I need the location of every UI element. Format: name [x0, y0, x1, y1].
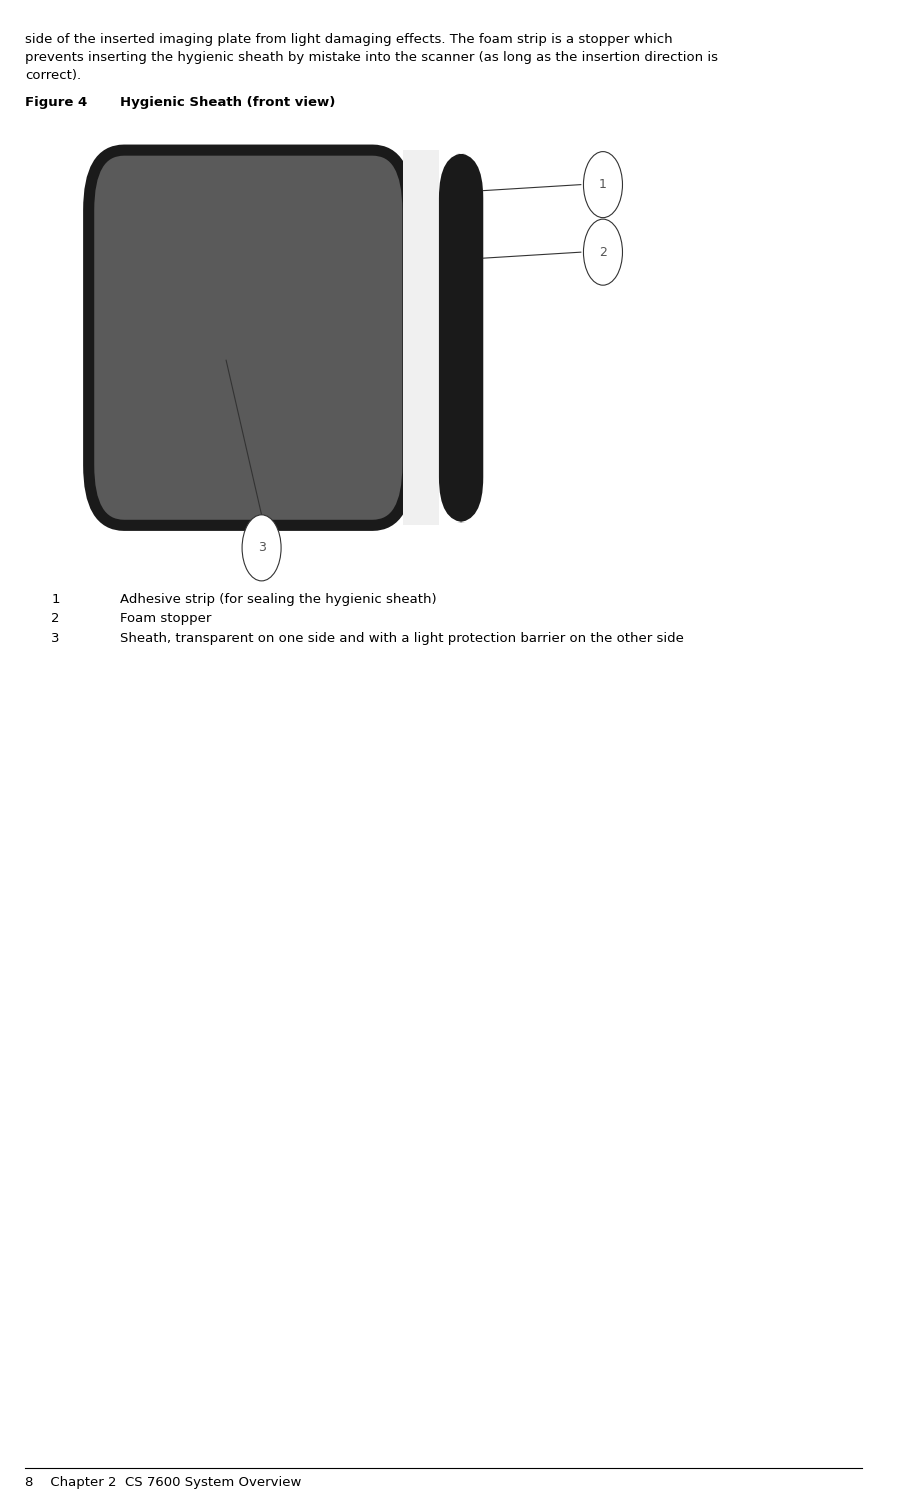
Bar — [404, 150, 439, 525]
Text: prevents inserting the hygienic sheath by mistake into the scanner (as long as t: prevents inserting the hygienic sheath b… — [25, 51, 718, 65]
Circle shape — [584, 219, 623, 285]
Text: 3: 3 — [51, 632, 60, 645]
Text: correct).: correct). — [25, 69, 81, 83]
Text: 2: 2 — [51, 612, 60, 626]
Text: Hygienic Sheath (front view): Hygienic Sheath (front view) — [120, 96, 335, 110]
Text: Figure 4: Figure 4 — [25, 96, 87, 110]
Text: Foam stopper: Foam stopper — [120, 612, 211, 626]
Circle shape — [242, 515, 281, 581]
Text: Sheath, transparent on one side and with a light protection barrier on the other: Sheath, transparent on one side and with… — [120, 632, 684, 645]
Text: 2: 2 — [599, 246, 607, 258]
Text: Adhesive strip (for sealing the hygienic sheath): Adhesive strip (for sealing the hygienic… — [120, 593, 436, 606]
Text: 8    Chapter 2  CS 7600 System Overview: 8 Chapter 2 CS 7600 System Overview — [25, 1475, 301, 1489]
Text: 1: 1 — [599, 179, 607, 191]
FancyBboxPatch shape — [439, 153, 483, 522]
Circle shape — [584, 152, 623, 218]
Text: 1: 1 — [51, 593, 60, 606]
Text: side of the inserted imaging plate from light damaging effects. The foam strip i: side of the inserted imaging plate from … — [25, 33, 672, 47]
FancyBboxPatch shape — [88, 150, 408, 525]
Text: 3: 3 — [258, 542, 266, 554]
